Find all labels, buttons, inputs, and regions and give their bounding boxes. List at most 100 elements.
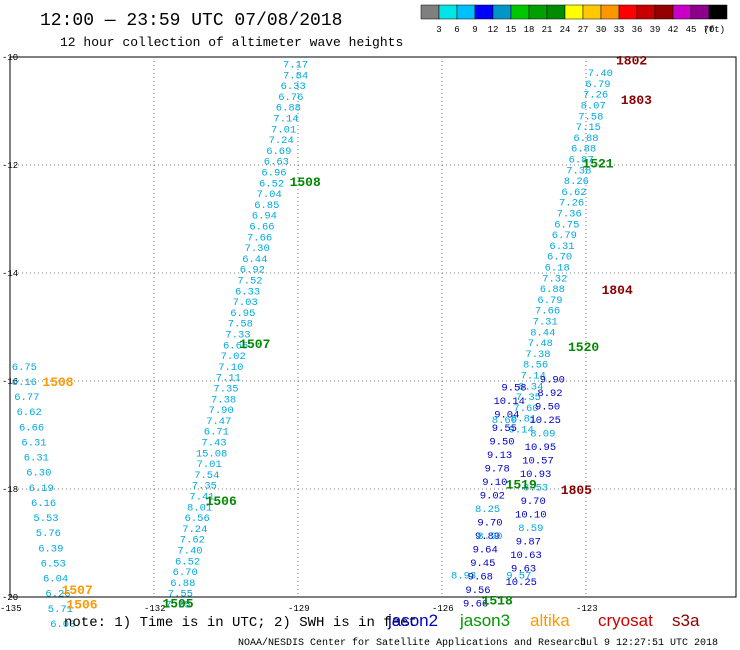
data-point-label: 7.24 [182,524,207,536]
data-point-label: 7.62 [180,535,205,547]
data-point-label: 7.26 [559,198,584,210]
time-label: 1506 [206,494,237,509]
colorbar-swatch [564,4,584,20]
data-point-label: 8.07 [581,101,606,113]
data-point-label: 10.25 [505,577,537,589]
time-label: 1507 [62,583,93,598]
data-point-label: 7.40 [588,68,613,80]
data-point-label: 9.58 [501,382,526,394]
data-point-label: 7.30 [245,243,270,255]
y-tick-label: -16 [2,377,18,387]
footer-legend: jason2 jason3 altika cryosat s3a [387,611,700,630]
data-point-label: 6.85 [254,200,279,212]
data-point-label: 6.52 [259,178,284,190]
x-tick-label: -132 [144,604,166,614]
data-point-label: 7.66 [535,306,560,318]
data-point-label: 9.45 [470,558,495,570]
time-label: 1506 [66,597,97,612]
data-point-label: 9.14 [509,425,534,437]
data-point-label: 6.79 [552,230,577,242]
data-point-label: 15.08 [196,448,228,460]
data-point-label: 10.63 [510,550,542,562]
data-point-label: 8.92 [537,388,562,400]
data-point-label: 7.38 [566,165,591,177]
data-point-label: 6.16 [31,498,56,510]
colorbar-tick: 3 [436,25,441,35]
data-point-label: 8.90 [477,531,502,543]
colorbar-swatch [654,4,674,20]
data-point-label: 10.95 [525,442,557,454]
data-point-label: 6.65 [223,340,248,352]
data-point-label: 7.32 [542,273,567,285]
data-point-label: 7.48 [528,338,553,350]
data-point-label: 9.68 [468,571,493,583]
time-label: 1521 [582,156,613,171]
data-point-label: 9.70 [521,496,546,508]
colorbar-tick: 6 [454,25,459,35]
data-point-label: 7.15 [576,122,601,134]
colorbar-swatch [456,4,476,20]
x-tick-label: -135 [0,604,22,614]
data-point-label: 6.44 [242,254,267,266]
data-point-label: 9.55 [492,423,517,435]
colorbar: 3 6 9 12 15 18 21 24 27 30 33 36 39 42 45 70(ft) [420,4,728,35]
y-tick-label: -20 [2,593,18,603]
colorbar-swatch [420,4,440,20]
data-point-label: 6.18 [545,263,570,275]
data-point-label: 8.09 [530,428,555,440]
data-point-label: 9.89 [475,531,500,543]
colorbar-swatch [528,4,548,20]
legend-entry: altika [530,611,570,630]
colorbar-swatch [690,4,710,20]
time-label: 1505 [162,596,193,611]
data-point-label: 6.53 [41,558,66,570]
colorbar-swatch [708,4,728,20]
data-point-label: 7.66 [247,232,272,244]
data-point-label: 8.60 [492,415,517,427]
data-point-label: 7.35 [516,392,541,404]
data-point-label: 10.25 [529,415,561,427]
footer-note: note: 1) Time is in UTC; 2) SWH is in fe… [64,615,417,631]
data-point-label: 9.57 [506,570,531,582]
colorbar-swatch [474,4,494,20]
data-point-label: 8.44 [530,327,555,339]
data-point-label: 6.77 [14,392,39,404]
time-label: 1804 [602,283,633,298]
colorbar-tick: 15 [506,25,517,35]
y-tick-label: -10 [2,53,18,63]
data-point-label: 7.31 [533,317,558,329]
data-point-label: 6.33 [281,81,306,93]
colorbar-tick: 45 [686,25,697,35]
data-point-label: 6.87 [569,155,594,167]
data-point-label: 5.53 [33,513,58,525]
data-point-label: 9.64 [473,544,498,556]
data-point-label: 6.96 [261,167,286,179]
data-point-label: 6.31 [24,453,49,465]
data-point-label: 9.87 [516,536,541,548]
data-point-label: 8.25 [475,504,500,516]
data-point-label: 6.31 [21,437,46,449]
data-point-label: 7.26 [583,90,608,102]
data-point-label: 6.88 [571,144,596,156]
data-point-label: 6.88 [573,133,598,145]
data-point-label: 9.50 [489,436,514,448]
time-label: 1518 [482,594,513,609]
data-point-label: 6.69 [266,146,291,158]
colorbar-swatch [546,4,566,20]
colorbar-swatch [600,4,620,20]
data-point-label: 8.93 [451,570,476,582]
data-point-label: 6.52 [175,556,200,568]
colorbar-tick: 12 [488,25,499,35]
time-label: 1508 [290,175,321,190]
data-point-label: 7.03 [233,297,258,309]
data-point-label: 6.31 [549,241,574,253]
data-point-label: 7.01 [197,459,222,471]
data-point-label: 6.92 [240,265,265,277]
time-labels: 1508150715061505150815071506152115201519… [42,54,652,613]
data-point-label: 8.81 [511,414,536,426]
colorbar-tick: 39 [650,25,661,35]
grid-lines [10,57,736,597]
plot-area: -135 -132 -129 -126 -123 -10 -12 -14 -16 -18 -20 7… [0,53,737,631]
data-point-label: 7.35 [213,383,238,395]
data-point-label: 6.26 [45,589,70,601]
